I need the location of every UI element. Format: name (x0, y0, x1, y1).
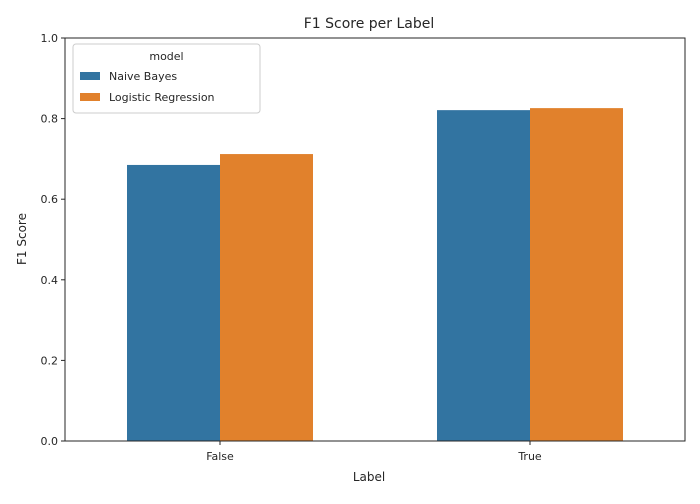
legend-swatch (80, 93, 100, 101)
y-tick-label: 1.0 (41, 32, 59, 45)
legend-label: Logistic Regression (109, 91, 215, 104)
legend-title: model (149, 50, 183, 63)
x-tick-label: True (517, 450, 542, 463)
y-tick-label: 0.8 (41, 113, 59, 126)
x-tick-label: False (206, 450, 234, 463)
legend-box (72, 43, 261, 114)
y-tick-label: 0.6 (41, 193, 59, 206)
chart-title: F1 Score per Label (304, 16, 435, 32)
y-axis-label: F1 Score (15, 213, 29, 265)
y-tick-label: 0.2 (41, 354, 59, 367)
bar (530, 108, 623, 441)
y-tick-label: 0.4 (41, 274, 59, 287)
legend-label: Naive Bayes (109, 70, 177, 83)
legend-swatch (80, 72, 100, 80)
plot-area: False True 0.0 0.2 0.4 0.6 0.8 1.0 model Naive Ba… (41, 32, 686, 463)
legend: model Naive Bayes Logistic Regression (72, 43, 261, 114)
x-axis-label: Label (353, 470, 385, 484)
bar (220, 154, 313, 441)
bar (437, 110, 530, 442)
y-tick-label: 0.0 (41, 435, 59, 448)
axes-frame (64, 37, 686, 442)
bar (127, 164, 220, 441)
